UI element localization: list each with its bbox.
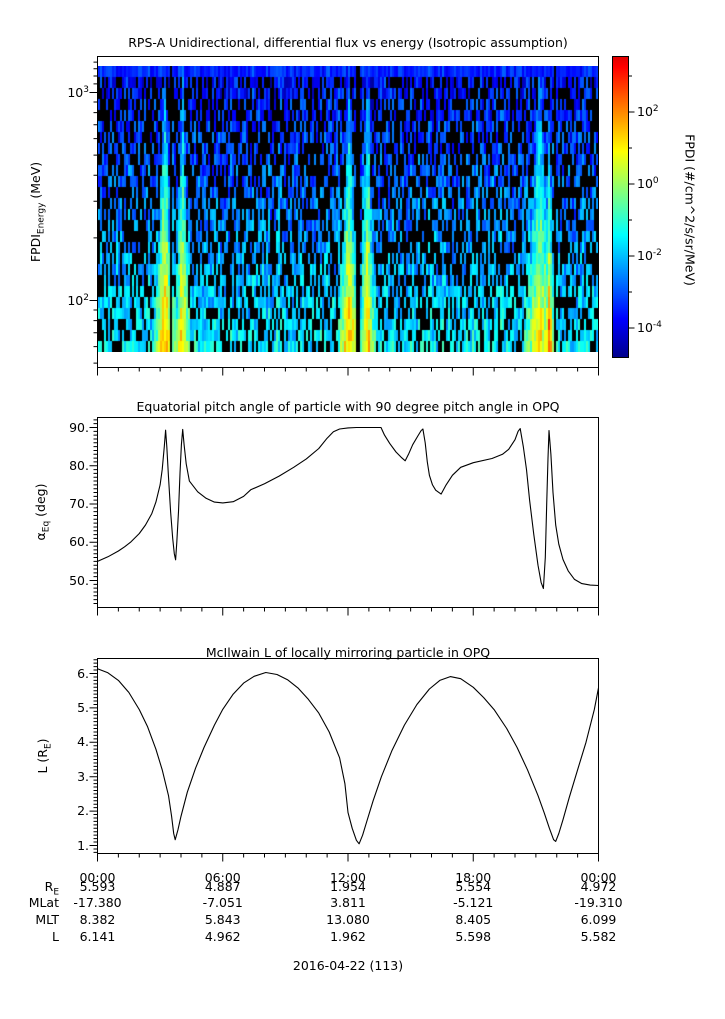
pitch-y-axis-label: αEq (deg)	[33, 484, 52, 541]
colorbar-axis-label: FPDI (#/cm^2/s/sr/MeV)	[682, 134, 698, 286]
colorbar-tick-label: 102	[637, 104, 659, 120]
pitch-y-label-pre: α	[32, 532, 48, 541]
pitch-y-tick-label: 60.	[69, 534, 89, 550]
table-value: 4.972	[580, 878, 617, 894]
pitch-y-tick-label: 80.	[69, 457, 89, 473]
table-value: 5.598	[455, 928, 492, 944]
l-y-axis-label: L (RE)	[35, 738, 54, 773]
table-value: 5.582	[580, 928, 617, 944]
table-value: 5.843	[204, 912, 241, 928]
table-value: 4.887	[204, 878, 241, 894]
l-y-tick-label: 3.	[77, 768, 89, 784]
pitch-angle-curve	[97, 426, 599, 590]
spec-y-label-post: (MeV)	[27, 161, 43, 203]
colorbar-tick-label: 10-2	[637, 248, 662, 264]
l-y-tick-label: 6.	[77, 665, 89, 681]
date-label: 2016-04-22 (113)	[292, 958, 404, 973]
mcilwain-title: McIlwain L of locally mirroring particle…	[205, 645, 491, 660]
pitch-y-label-post: (deg)	[32, 483, 48, 521]
table-value: -7.051	[202, 895, 243, 911]
l-y-label-post: )	[34, 738, 50, 744]
table-value: 6.099	[580, 912, 617, 928]
table-value: 6.141	[79, 928, 116, 944]
l-y-label-sub: E	[43, 743, 54, 750]
l-y-tick-label: 2.	[77, 803, 89, 819]
x-tick-label: 18:00	[455, 870, 492, 885]
l-y-tick-label: 1.	[77, 837, 89, 853]
table-value: -17.380	[73, 895, 122, 911]
pitch-frame	[97, 417, 599, 608]
table-value: 5.593	[79, 878, 116, 894]
table-value: 1.962	[330, 928, 366, 944]
colorbar-tick-label: 100	[637, 176, 659, 192]
spectrogram-canvas	[98, 66, 598, 352]
spectrogram-title: RPS-A Unidirectional, differential flux …	[128, 35, 568, 50]
table-value: 8.382	[79, 912, 116, 928]
pitch-angle-title: Equatorial pitch angle of particle with …	[136, 399, 560, 414]
x-tick-label: 00:00	[580, 870, 617, 885]
table-row-label: L	[52, 928, 59, 944]
table-value: 3.811	[330, 895, 366, 911]
table-value: 8.405	[455, 912, 492, 928]
table-row-label: RE	[44, 878, 59, 898]
l-y-label-pre: L (R	[34, 749, 50, 774]
spec-y-tick-label: 102	[67, 292, 89, 308]
table-value: -5.121	[453, 895, 494, 911]
pitch-y-label-sub: Eq	[41, 520, 52, 533]
spec-y-tick-label: 103	[67, 84, 89, 100]
table-row-label: MLat	[28, 895, 59, 911]
pitch-y-tick-label: 70.	[69, 496, 89, 511]
table-value: 5.554	[455, 878, 492, 894]
table-value: 4.962	[204, 928, 241, 944]
colorbar-canvas	[613, 57, 628, 357]
mcilwain-frame	[97, 658, 599, 854]
mcilwain-l-curve	[97, 668, 600, 845]
pitch-y-tick-label: 90.	[69, 419, 89, 435]
table-row-label: MLT	[35, 912, 59, 928]
spec-y-label-sub: Energy	[36, 202, 47, 235]
spectrogram-y-axis-label: FPDIEnergy (MeV)	[28, 162, 47, 262]
x-tick-label: 06:00	[204, 870, 241, 885]
table-value: 13.080	[326, 912, 370, 928]
colorbar-tick-label: 10-4	[637, 320, 662, 336]
x-tick-label: 00:00	[79, 870, 116, 885]
spec-y-label-pre: FPDI	[27, 234, 43, 263]
l-y-tick-label: 5.	[77, 699, 89, 715]
table-value: 1.954	[330, 878, 366, 894]
x-tick-label: 12:00	[329, 870, 367, 885]
l-y-tick-label: 4.	[77, 734, 89, 750]
table-value: -19.310	[574, 895, 623, 911]
pitch-y-tick-label: 50.	[69, 572, 89, 588]
